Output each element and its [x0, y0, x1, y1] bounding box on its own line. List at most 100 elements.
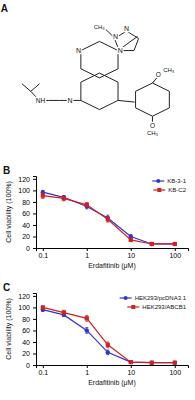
x-tick: 100 — [169, 365, 181, 376]
series — [41, 305, 177, 364]
y-tick-mark — [33, 342, 36, 343]
x-axis-title: Erdafitinib (μM) — [88, 262, 136, 270]
legend-entry: KB-C2 — [153, 187, 186, 193]
ring — [81, 73, 118, 110]
y-tick-mark — [33, 225, 36, 226]
marker — [129, 238, 133, 242]
marker — [173, 242, 177, 246]
x-axis: 0.1110100 — [37, 365, 189, 376]
x-tick: 10 — [127, 365, 135, 376]
marker — [129, 360, 133, 364]
panel-label: C — [3, 282, 10, 293]
error-bar — [85, 315, 88, 321]
legend-label: KB-3-1 — [167, 178, 186, 184]
x-tick-mark — [131, 365, 132, 368]
ring — [136, 83, 170, 116]
x-tick: 0.1 — [38, 248, 48, 259]
y-tick-label: 60 — [22, 210, 30, 217]
panel-label: A — [1, 3, 8, 14]
x-tick-mark — [43, 248, 44, 251]
error-bar — [85, 202, 88, 207]
x-tick-mark — [131, 248, 132, 251]
x-tick-mark — [87, 248, 88, 251]
y-axis-line — [33, 294, 37, 366]
x-tick-mark — [87, 365, 88, 368]
error-bar — [129, 235, 132, 238]
x-axis-line — [37, 366, 189, 369]
y-tick-mark — [33, 307, 36, 308]
panel-label: B — [3, 165, 10, 176]
y-tick-mark — [33, 179, 36, 180]
marker — [62, 310, 66, 314]
error-bar — [150, 243, 153, 245]
x-tick-label: 10 — [127, 369, 135, 376]
series-line — [43, 192, 175, 244]
marker — [129, 360, 133, 364]
atom-label: N — [124, 25, 129, 32]
figure: NNNNCH₃NNHOCH₃OCH₃A0.1110100020406080100… — [0, 0, 195, 400]
marker — [150, 242, 154, 246]
marker — [173, 361, 177, 365]
marker — [150, 361, 154, 365]
series — [41, 193, 177, 246]
y-tick: 80 — [22, 316, 36, 323]
structure-panel: NNNNCH₃NNHOCH₃OCH₃A — [1, 3, 175, 136]
y-tick-mark — [33, 319, 36, 320]
marker — [150, 360, 154, 364]
y-tick-label: 100 — [18, 187, 30, 194]
legend-label: HEK293/ABCB1 — [142, 304, 186, 310]
error-bar — [62, 196, 65, 201]
atom-label: CH₃ — [163, 67, 175, 73]
y-tick-mark — [33, 353, 36, 354]
legend: KB-3-1 KB-C2 — [152, 178, 186, 193]
error-bar — [129, 238, 132, 241]
y-tick: 100 — [18, 187, 36, 194]
y-tick: 20 — [22, 233, 36, 240]
error-bar — [85, 328, 88, 334]
atom-label: NH — [36, 97, 46, 104]
y-axis: 0 20 40 60 80 100 120 — [18, 176, 36, 252]
series — [41, 190, 177, 246]
error-bar — [106, 350, 109, 355]
x-tick-mark — [175, 248, 176, 251]
y-axis-title: Cell viability (100%) — [5, 181, 13, 242]
atom-label: N — [68, 97, 73, 104]
atom-label: CH₃ — [147, 130, 159, 136]
y-tick: 40 — [22, 222, 36, 229]
plot-area — [41, 305, 177, 365]
x-tick-mark — [43, 365, 44, 368]
error-bar — [129, 361, 132, 363]
y-tick: 60 — [22, 210, 36, 217]
x-tick: 0.1 — [38, 365, 48, 376]
series-line — [43, 196, 175, 244]
marker — [173, 360, 177, 364]
x-axis: 0.1110100 — [37, 248, 189, 259]
atom-label: CH₃ — [94, 24, 106, 30]
bond — [152, 77, 157, 83]
y-tick: 60 — [22, 327, 36, 334]
y-tick-mark — [33, 248, 36, 249]
x-tick-label: 100 — [169, 369, 181, 376]
series-line — [43, 307, 175, 362]
y-tick-label: 100 — [18, 304, 30, 311]
error-bar — [173, 243, 176, 245]
error-bar — [129, 361, 132, 363]
y-tick-mark — [33, 190, 36, 191]
bond — [118, 100, 135, 102]
marker — [41, 193, 45, 197]
atom-label: N — [118, 47, 123, 54]
x-axis-title: Erdafitinib (μM) — [88, 379, 136, 387]
marker — [62, 196, 66, 200]
y-tick-label: 80 — [22, 316, 30, 323]
x-tick: 1 — [85, 248, 89, 259]
y-tick-label: 120 — [18, 176, 30, 183]
marker — [106, 217, 110, 221]
marker — [150, 242, 154, 246]
series-line — [43, 310, 175, 363]
error-bar — [150, 243, 153, 245]
y-axis: 020406080100120 — [18, 293, 36, 369]
y-tick-label: 0 — [26, 245, 30, 252]
y-tick: 80 — [22, 199, 36, 206]
legend-marker — [124, 296, 128, 300]
y-tick: 0 — [26, 245, 36, 252]
